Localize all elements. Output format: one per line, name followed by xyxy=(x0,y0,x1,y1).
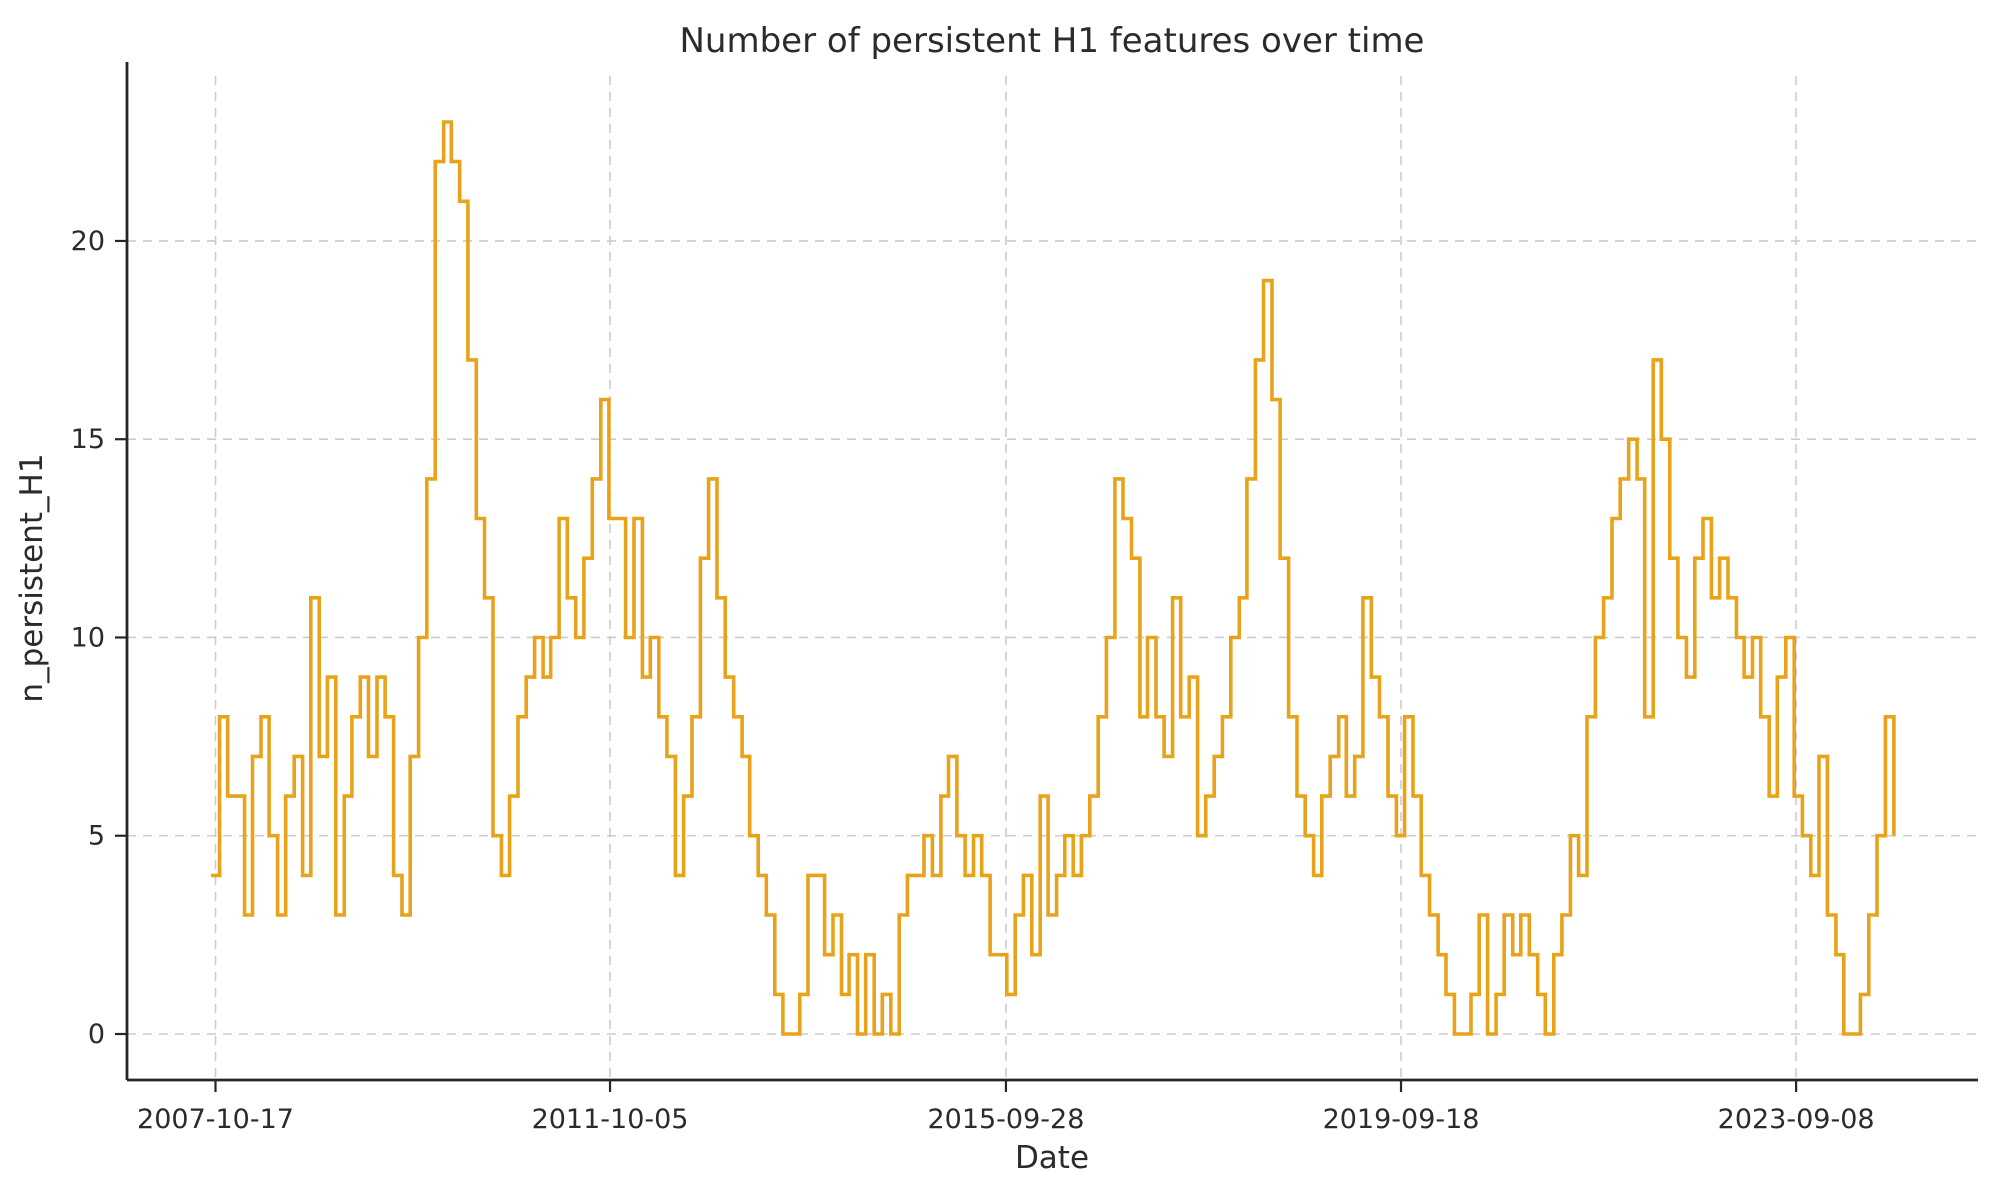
y-tick-label: 20 xyxy=(71,226,105,257)
x-axis-label: Date xyxy=(1015,1140,1089,1176)
y-tick-label: 10 xyxy=(71,622,105,653)
x-tick-label: 2019-09-18 xyxy=(1323,1104,1480,1135)
y-tick-label: 5 xyxy=(88,821,105,852)
data-line-layer xyxy=(211,120,1896,1036)
y-tick-label: 15 xyxy=(71,424,105,455)
x-tick-label: 2007-10-17 xyxy=(137,1104,294,1135)
gridlines xyxy=(127,76,1978,1080)
data-line xyxy=(211,120,1896,1036)
x-tick-label: 2023-09-08 xyxy=(1718,1104,1875,1135)
tick-labels: 0 5 10 15 20 2007-10-17 2011-10-05 2015-09-28 20… xyxy=(71,226,1875,1135)
x-tick-label: 2011-10-05 xyxy=(532,1104,689,1135)
chart-title: Number of persistent H1 features over ti… xyxy=(680,21,1425,61)
y-tick-label: 0 xyxy=(88,1019,105,1050)
axes xyxy=(115,62,1978,1092)
x-tick-label: 2015-09-28 xyxy=(927,1104,1084,1135)
y-axis-label: n_persistent_H1 xyxy=(14,453,50,702)
